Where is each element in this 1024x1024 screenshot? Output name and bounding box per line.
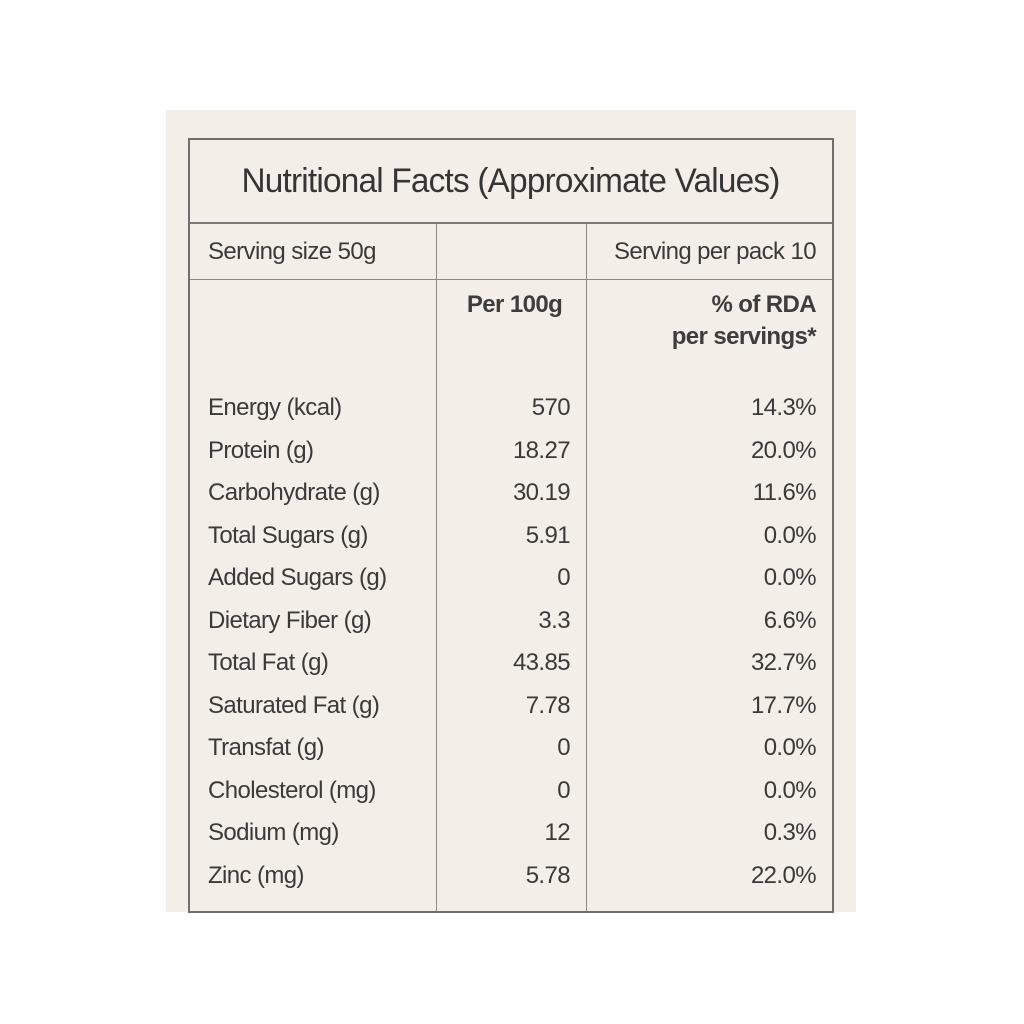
- bottom-cell-3: [587, 897, 832, 911]
- nutrient-row: Dietary Fiber (g) 3.3 6.6%: [190, 599, 832, 642]
- column-header-row: Per 100g % of RDA per servings*: [190, 280, 832, 377]
- nutrient-name: Saturated Fat (g): [190, 684, 437, 727]
- nutrient-per-100g: 0: [437, 557, 587, 600]
- spacer-cell-3: [587, 377, 832, 387]
- nutrient-name: Total Fat (g): [190, 642, 437, 685]
- title-row: Nutritional Facts (Approximate Values): [190, 140, 832, 224]
- nutrition-facts-table: Nutritional Facts (Approximate Values) S…: [188, 138, 834, 913]
- nutrient-row: Cholesterol (mg) 0 0.0%: [190, 769, 832, 812]
- nutrient-name: Zinc (mg): [190, 854, 437, 897]
- nutrient-rda: 22.0%: [750, 861, 817, 889]
- nutrient-name: Transfat (g): [190, 727, 437, 770]
- nutrition-label-card: Nutritional Facts (Approximate Values) S…: [166, 110, 856, 913]
- nutrient-rda: 0.0%: [763, 776, 817, 804]
- nutrient-rda: 0.0%: [763, 521, 817, 549]
- nutrient-row: Protein (g) 18.27 20.0%: [190, 429, 832, 472]
- nutrient-per-100g: 570: [437, 387, 587, 430]
- nutrient-rda: 0.0%: [763, 734, 817, 761]
- nutrient-rda: 20.0%: [750, 436, 817, 464]
- nutrient-per-100g: 7.78: [437, 684, 587, 727]
- spacer-cell-1: [190, 377, 437, 387]
- divider-spacer: [190, 377, 832, 387]
- nutrient-per-100g: 18.27: [437, 429, 587, 472]
- bottom-cell-1: [190, 897, 437, 911]
- nutrient-row: Sodium (mg) 12 0.3%: [190, 812, 832, 855]
- nutrient-per-100g: 43.85: [437, 642, 587, 685]
- spacer-cell-2: [437, 377, 587, 387]
- serving-blank-cell: [437, 224, 587, 280]
- nutrient-row: Total Fat (g) 43.85 32.7%: [190, 642, 832, 685]
- serving-row: Serving size 50g Serving per pack 10: [190, 224, 832, 280]
- nutrient-name: Dietary Fiber (g): [190, 599, 437, 642]
- nutrient-row: Zinc (mg) 5.78 22.0%: [190, 854, 832, 897]
- header-rda: % of RDA per servings*: [587, 280, 832, 377]
- nutrient-row: Energy (kcal) 570 14.3%: [190, 387, 832, 430]
- header-rda-line1: % of RDA: [711, 291, 816, 318]
- header-blank-cell: [190, 280, 437, 377]
- nutrient-name: Added Sugars (g): [190, 557, 437, 600]
- bottom-spacer: [190, 897, 832, 911]
- nutrient-per-100g: 12: [437, 812, 587, 855]
- nutrient-per-100g: 0: [437, 769, 587, 812]
- nutrient-row: Transfat (g) 0 0.0%: [190, 727, 832, 770]
- nutrient-per-100g: 5.78: [437, 854, 587, 897]
- table-title: Nutritional Facts (Approximate Values): [241, 161, 781, 200]
- nutrient-row: Added Sugars (g) 0 0.0%: [190, 557, 832, 600]
- nutrient-row: Total Sugars (g) 5.91 0.0%: [190, 514, 832, 557]
- nutrient-rda: 17.7%: [750, 691, 817, 719]
- nutrient-name: Energy (kcal): [190, 387, 437, 430]
- nutrient-rda: 0.0%: [763, 564, 817, 591]
- nutrient-per-100g: 0: [437, 727, 587, 770]
- nutrient-name: Carbohydrate (g): [190, 472, 437, 515]
- nutrient-name: Protein (g): [190, 429, 437, 472]
- nutrient-name: Cholesterol (mg): [190, 769, 437, 812]
- serving-size: Serving size 50g: [190, 224, 437, 280]
- nutrient-rda: 6.6%: [763, 606, 817, 634]
- bottom-cell-2: [437, 897, 587, 911]
- nutrient-per-100g: 30.19: [437, 472, 587, 515]
- nutrient-name: Total Sugars (g): [190, 514, 437, 557]
- nutrient-row: Carbohydrate (g) 30.19 11.6%: [190, 472, 832, 515]
- nutrient-per-100g: 3.3: [437, 599, 587, 642]
- header-rda-line2: per servings*: [671, 323, 817, 350]
- serving-per-pack: Serving per pack 10: [587, 224, 832, 280]
- nutrient-rda: 0.3%: [763, 819, 817, 846]
- nutrient-rda: 14.3%: [750, 394, 817, 421]
- nutrient-rda: 32.7%: [750, 649, 817, 676]
- nutrient-row: Saturated Fat (g) 7.78 17.7%: [190, 684, 832, 727]
- nutrient-name: Sodium (mg): [190, 812, 437, 855]
- nutrient-rda: 11.6%: [752, 479, 817, 506]
- header-per-100g: Per 100g: [437, 280, 587, 377]
- nutrient-rows: Energy (kcal) 570 14.3% Protein (g) 18.27 20.…: [190, 387, 832, 897]
- nutrient-per-100g: 5.91: [437, 514, 587, 557]
